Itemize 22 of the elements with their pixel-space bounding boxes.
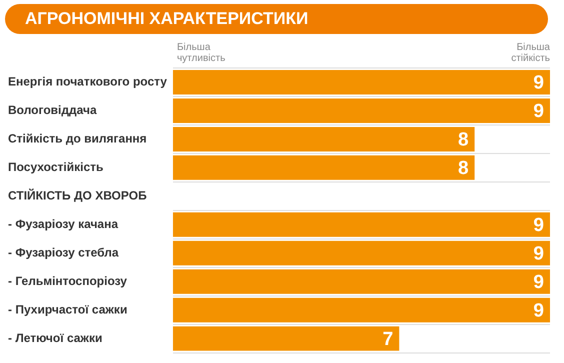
data-label: 9 bbox=[533, 300, 544, 322]
text: Більша чутливість bbox=[176, 42, 226, 64]
data-label: 9 bbox=[533, 72, 544, 94]
y-tick-label: СТІЙКІСТЬ ДО ХВОРОБ bbox=[8, 188, 148, 202]
chart-title: АГРОНОМІЧНІ ХАРАКТЕРИСТИКИ bbox=[5, 4, 548, 34]
y-tick-label: Стійкість до вилягання bbox=[8, 132, 147, 146]
y-tick-label: Посухостійкість bbox=[8, 160, 104, 174]
y-tick-label: - Летючої сажки bbox=[8, 330, 102, 345]
data-label: 9 bbox=[533, 100, 544, 122]
text: Більша стійкість bbox=[511, 42, 550, 64]
data-label: 7 bbox=[382, 328, 394, 350]
data-label: 9 bbox=[533, 243, 544, 264]
y-tick-label: - Пухирчастої сажки bbox=[8, 302, 128, 316]
data-label: 9 bbox=[533, 214, 544, 236]
y-tick-label: - Фузаріозу качана bbox=[8, 216, 118, 231]
y-tick-label: - Гельмінтоспоріозу bbox=[8, 274, 128, 288]
data-label: 8 bbox=[458, 129, 469, 150]
y-tick-label: Вологовіддача bbox=[8, 103, 97, 118]
data-label: 8 bbox=[458, 158, 469, 179]
y-tick-label: - Фузаріозу стебла bbox=[8, 245, 119, 260]
data-label: 9 bbox=[533, 272, 544, 293]
y-tick-label: Енергія початкового росту bbox=[8, 74, 168, 89]
